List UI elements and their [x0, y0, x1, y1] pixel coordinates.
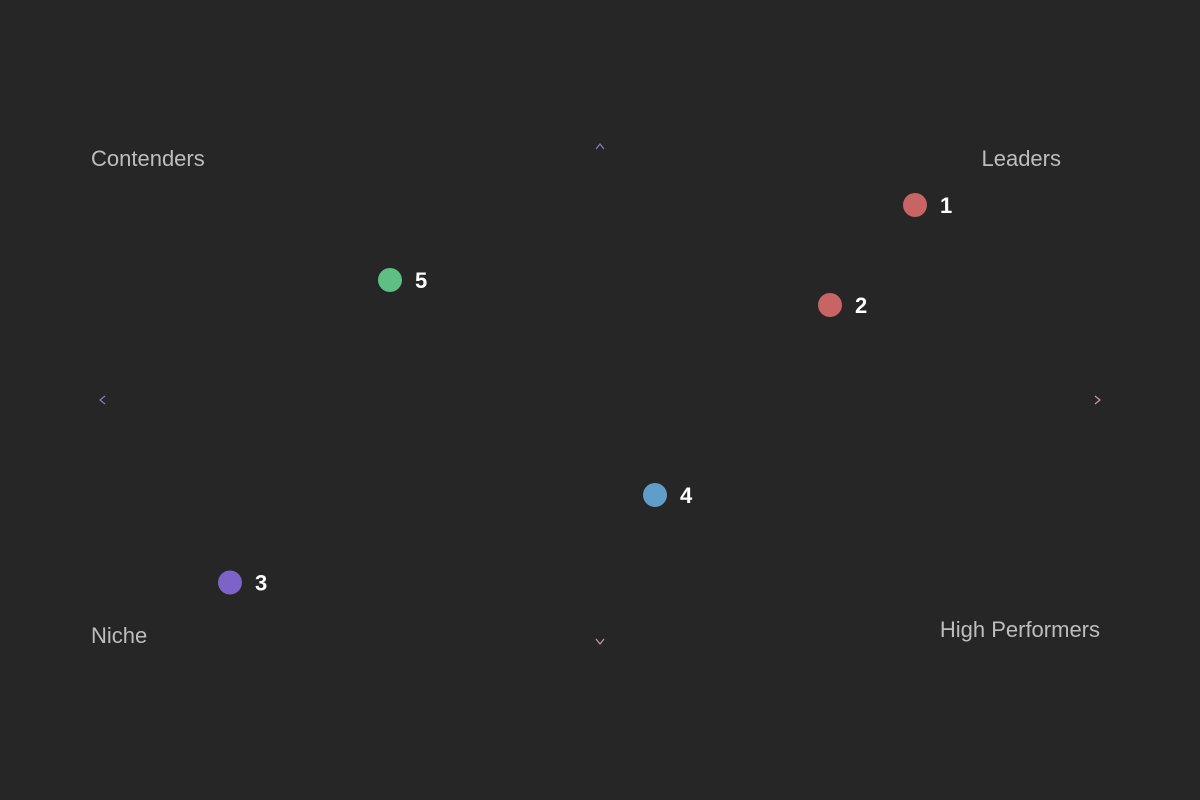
y-axis-bottom-arrow — [595, 638, 605, 645]
data-point-label: 3 — [255, 571, 267, 596]
quadrant-label-niche: Niche — [91, 623, 147, 648]
data-point-1[interactable]: 1 — [903, 193, 952, 218]
y-axis — [595, 143, 605, 645]
x-axis-right-arrow — [1094, 395, 1101, 405]
data-point-label: 5 — [415, 268, 427, 293]
y-axis-top-arrow — [595, 143, 605, 150]
data-point-2[interactable]: 2 — [818, 293, 867, 318]
points-layer: 1 2 3 4 5 — [218, 193, 952, 596]
data-point-marker[interactable] — [378, 268, 402, 292]
data-point-5[interactable]: 5 — [378, 268, 427, 293]
quadrant-label-contenders: Contenders — [91, 146, 205, 171]
data-point-label: 4 — [680, 483, 693, 508]
data-point-marker[interactable] — [643, 483, 667, 507]
data-point-label: 1 — [940, 193, 952, 218]
x-axis-left-arrow — [99, 395, 106, 405]
data-point-4[interactable]: 4 — [643, 483, 693, 508]
data-point-marker[interactable] — [818, 293, 842, 317]
quadrant-label-leaders: Leaders — [981, 146, 1061, 171]
quadrant-label-high-performers: High Performers — [940, 617, 1100, 642]
data-point-marker[interactable] — [903, 193, 927, 217]
data-point-marker[interactable] — [218, 570, 242, 595]
data-point-3[interactable]: 3 — [218, 570, 267, 596]
data-point-label: 2 — [855, 293, 867, 318]
